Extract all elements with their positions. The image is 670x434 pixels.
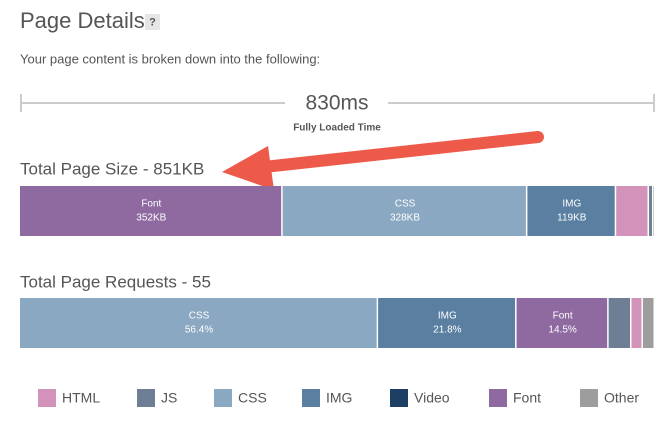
legend-swatch	[137, 389, 155, 407]
bar-segment	[378, 298, 516, 348]
bar-segment	[642, 298, 654, 348]
segment-name: CSS	[189, 311, 210, 322]
legend-swatch	[214, 389, 232, 407]
legend-swatch	[302, 389, 320, 407]
annotation-arrow	[222, 131, 544, 190]
load-caption: Fully Loaded Time	[293, 123, 381, 134]
timeline-line	[20, 94, 655, 112]
segment-label: 14.5%	[548, 325, 576, 336]
segment-name: IMG	[562, 199, 581, 210]
legend-swatch	[580, 389, 598, 407]
legend-label: JS	[161, 390, 177, 406]
bar-segment	[649, 186, 653, 236]
page-title: Page Details	[20, 8, 145, 33]
chart-title: Total Page Size - 851KB	[20, 159, 204, 178]
bar-segment	[516, 298, 608, 348]
load-time: 830ms	[305, 92, 368, 115]
bar-segment	[282, 186, 526, 236]
legend-swatch	[390, 389, 408, 407]
bar-segment	[616, 186, 648, 236]
legend-label: CSS	[238, 390, 267, 406]
legend-label: Other	[604, 390, 639, 406]
bar-segment	[631, 298, 642, 348]
segment-name: IMG	[438, 311, 457, 322]
chart-title: Total Page Requests - 55	[20, 272, 211, 291]
legend-label: IMG	[326, 390, 352, 406]
legend-label: Font	[513, 390, 541, 406]
legend-label: Video	[414, 390, 450, 406]
bar-segment	[653, 186, 655, 236]
segment-label: 21.8%	[433, 325, 461, 336]
legend-swatch	[489, 389, 507, 407]
legend-label: HTML	[62, 390, 100, 406]
bar-segment	[20, 298, 377, 348]
help-text[interactable]: ?	[149, 16, 156, 28]
segment-name: Font	[553, 311, 573, 322]
segment-label: 119KB	[557, 213, 587, 224]
segment-label: 328KB	[390, 213, 420, 224]
intro: Your page content is broken down into th…	[20, 51, 320, 66]
bar-segment	[527, 186, 615, 236]
bar-segment	[608, 298, 631, 348]
segment-label: 352KB	[136, 213, 166, 224]
legend-swatch	[38, 389, 56, 407]
help-icon[interactable]	[145, 14, 160, 30]
segment-label: 56.4%	[185, 325, 213, 336]
bar-segment	[20, 186, 282, 236]
segment-name: Font	[141, 199, 161, 210]
segment-name: CSS	[395, 199, 416, 210]
